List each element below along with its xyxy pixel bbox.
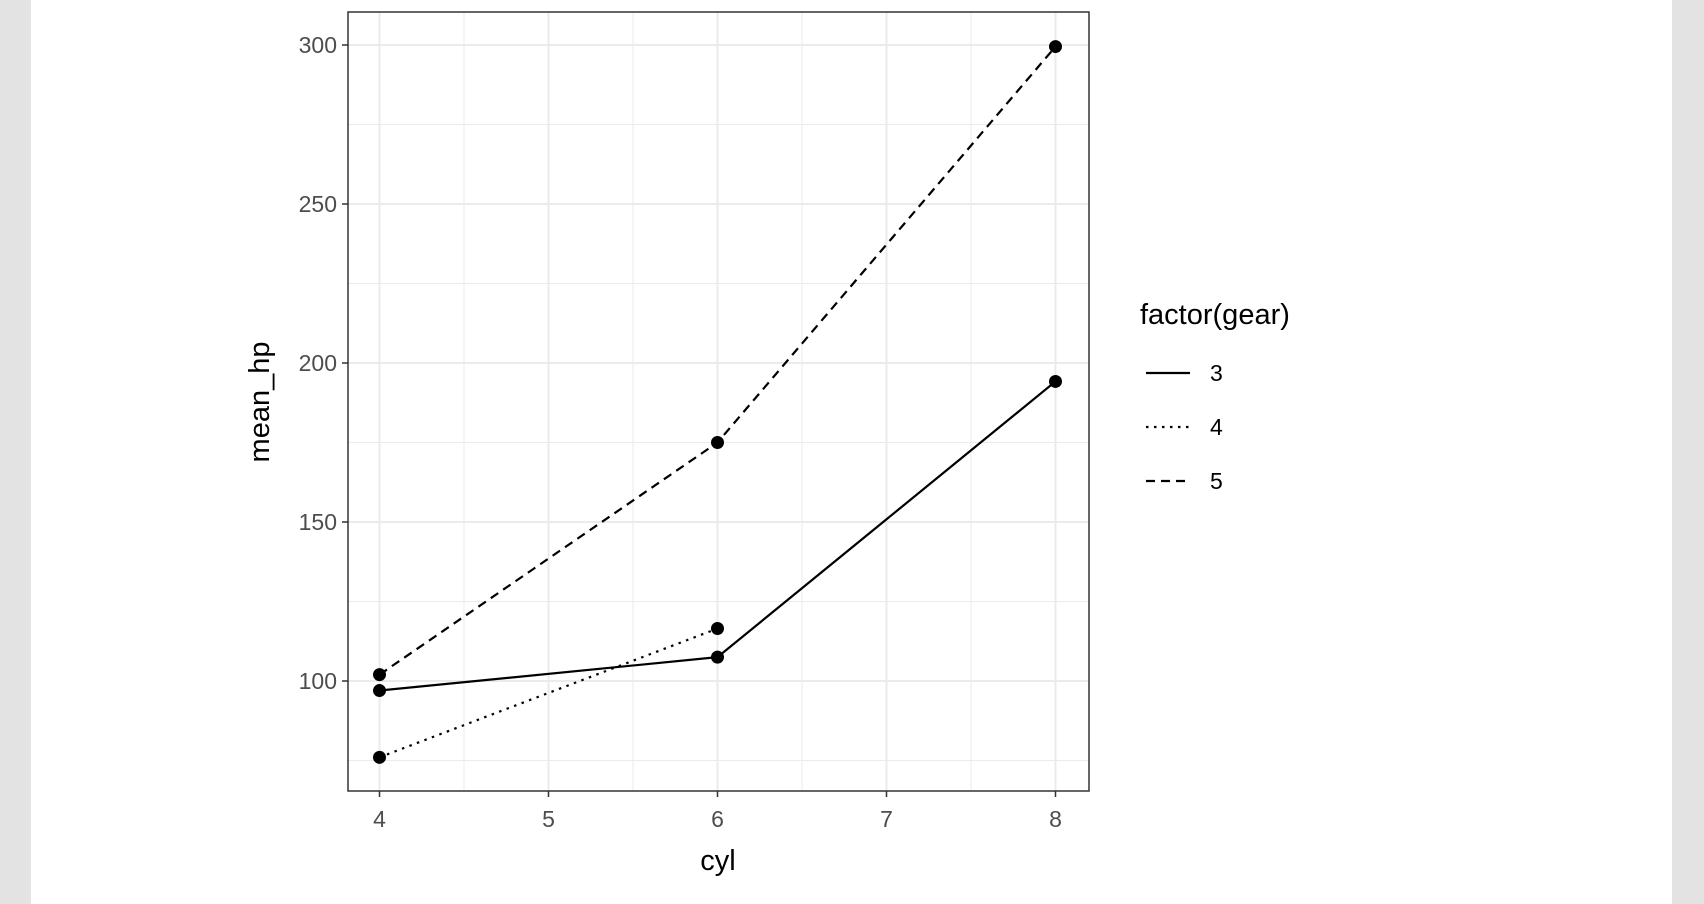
- data-point-gear-4: [373, 750, 386, 764]
- y-tick-label: 250: [299, 191, 337, 217]
- legend-label-3: 3: [1210, 360, 1223, 386]
- data-point-gear-4: [711, 622, 724, 636]
- axis-ticks: 4 5 6 7 8 100 150 200 250 300: [299, 32, 1062, 832]
- legend: factor(gear) 3 4 5: [1140, 299, 1290, 494]
- y-tick-label: 150: [299, 509, 337, 535]
- y-tick-label: 100: [299, 668, 337, 694]
- legend-label-4: 4: [1210, 414, 1223, 440]
- x-tick-label: 6: [711, 806, 724, 832]
- y-axis-title: mean_hp: [244, 342, 276, 463]
- x-tick-label: 4: [373, 806, 386, 832]
- legend-label-5: 5: [1210, 468, 1223, 494]
- x-axis-title: cyl: [700, 845, 735, 877]
- x-tick-label: 5: [542, 806, 555, 832]
- data-point-gear-5: [373, 668, 386, 682]
- x-tick-label: 7: [880, 806, 893, 832]
- y-tick-label: 300: [299, 32, 337, 58]
- legend-title: factor(gear): [1140, 299, 1290, 331]
- data-point-gear-3: [1049, 374, 1062, 388]
- plot-panel-border: [347, 11, 1090, 792]
- legend-keys: 3 4 5: [1146, 360, 1223, 494]
- data-point-gear-5: [711, 436, 724, 449]
- data-points: [373, 40, 1062, 764]
- x-tick-label: 8: [1049, 806, 1062, 832]
- page-frame: [31, 0, 1672, 904]
- y-tick-label: 200: [299, 350, 337, 376]
- data-point-gear-3: [373, 684, 386, 698]
- data-point-gear-3: [711, 650, 724, 664]
- grid-lines: [348, 12, 1089, 791]
- data-point-gear-5: [1049, 40, 1062, 54]
